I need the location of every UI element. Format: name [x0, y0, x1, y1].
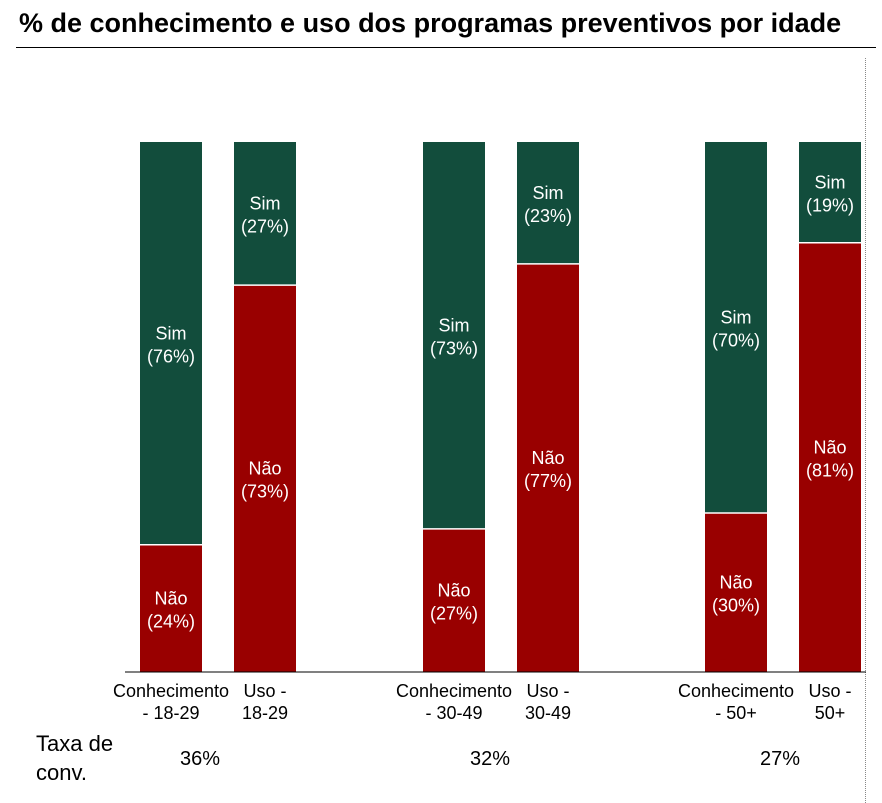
conversion-rate-title-line1: Taxa de — [36, 731, 113, 756]
bar-segment-sim-0 — [140, 142, 202, 545]
category-label-line2-0: - 18-29 — [142, 703, 199, 723]
bar-segment-nao-3 — [517, 263, 579, 672]
sim-series-label-0: Sim — [156, 323, 187, 343]
nao-value-label-3: (77%) — [524, 471, 572, 491]
sim-value-label-2: (73%) — [430, 338, 478, 358]
category-label-line1-5: Uso - — [808, 681, 851, 701]
chart-title: % de conhecimento e uso dos programas pr… — [19, 8, 842, 38]
conversion-rate-value-2: 27% — [760, 748, 800, 770]
nao-series-label-3: Não — [531, 448, 564, 468]
sim-value-label-4: (70%) — [712, 331, 760, 351]
sim-series-label-1: Sim — [250, 194, 281, 214]
bar-segment-sim-3 — [517, 142, 579, 264]
sim-series-label-4: Sim — [721, 308, 752, 328]
bar-segment-sim-1 — [234, 142, 296, 286]
category-label-line1-3: Uso - — [526, 681, 569, 701]
sim-value-label-5: (19%) — [806, 195, 854, 215]
right-dotted-border — [865, 58, 866, 803]
bar-segment-sim-5 — [799, 142, 861, 243]
nao-value-label-2: (27%) — [430, 603, 478, 623]
nao-series-label-5: Não — [813, 437, 846, 457]
nao-series-label-2: Não — [437, 580, 470, 600]
nao-series-label-1: Não — [248, 459, 281, 479]
sim-value-label-0: (76%) — [147, 346, 195, 366]
bar-segment-sim-2 — [423, 142, 485, 529]
nao-value-label-1: (73%) — [241, 482, 289, 502]
category-label-line2-3: 30-49 — [525, 703, 571, 723]
category-label-line1-4: Conhecimento — [678, 681, 794, 701]
nao-series-label-0: Não — [154, 588, 187, 608]
bar-segment-nao-2 — [423, 528, 485, 672]
conversion-rate-value-0: 36% — [180, 748, 220, 770]
category-label-line2-1: 18-29 — [242, 703, 288, 723]
sim-series-label-3: Sim — [533, 183, 564, 203]
bar-segment-nao-5 — [799, 242, 861, 672]
nao-series-label-4: Não — [719, 573, 752, 593]
nao-value-label-0: (24%) — [147, 611, 195, 631]
bars-group — [140, 142, 861, 672]
bar-segment-nao-0 — [140, 544, 202, 672]
sim-value-label-3: (23%) — [524, 206, 572, 226]
sim-series-label-5: Sim — [815, 172, 846, 192]
sim-series-label-2: Sim — [439, 315, 470, 335]
nao-value-label-4: (30%) — [712, 596, 760, 616]
category-label-line2-5: 50+ — [815, 703, 846, 723]
conversion-rate-value-1: 32% — [470, 748, 510, 770]
category-label-line2-2: - 30-49 — [425, 703, 482, 723]
category-label-line1-0: Conhecimento — [113, 681, 229, 701]
conversion-rate-group: Taxa de conv. 36% 32% 27% — [36, 731, 800, 785]
conversion-rate-title-line2: conv. — [36, 760, 87, 785]
category-label-line1-1: Uso - — [243, 681, 286, 701]
bar-labels-group: Sim (76%) Não (24%) Sim (27%) Não (73%) Sim (73%)… — [147, 172, 854, 631]
title-underline — [16, 47, 876, 48]
sim-value-label-1: (27%) — [241, 217, 289, 237]
category-label-line2-4: - 50+ — [715, 703, 757, 723]
bar-segment-nao-4 — [705, 513, 767, 672]
bar-segment-nao-1 — [234, 285, 296, 672]
category-label-line1-2: Conhecimento — [396, 681, 512, 701]
bar-segment-sim-4 — [705, 142, 767, 513]
nao-value-label-5: (81%) — [806, 460, 854, 480]
